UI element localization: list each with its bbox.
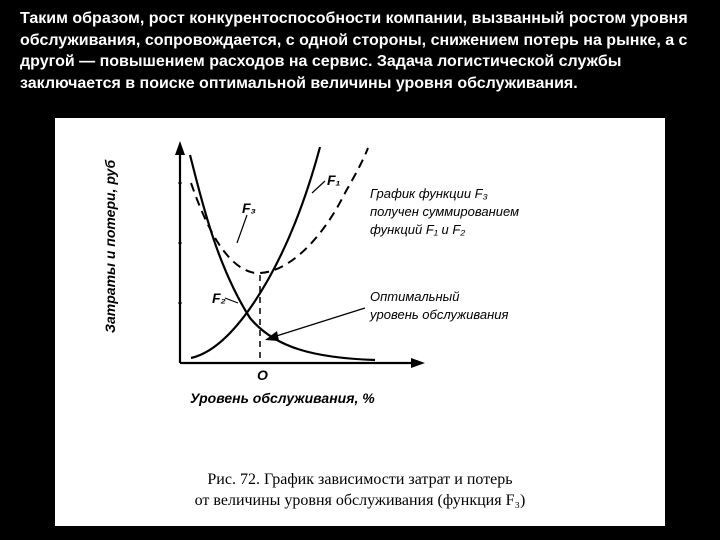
caption-line2: от величины уровня обслуживания (функция… (195, 492, 526, 509)
annotation-f3-desc-line2: получен суммированием (370, 204, 519, 219)
curve-f2 (190, 155, 375, 360)
chart-svg: F₁ F₂ F₃ O График функции F₃ получен сум… (65, 123, 645, 443)
annotation-optimal-line2: уровень обслуживания (369, 307, 508, 322)
label-f3: F₃ (242, 200, 256, 216)
annotation-optimal-line1: Оптимальный (370, 289, 459, 304)
x-axis-arrow (411, 358, 425, 368)
y-axis-label: Затраты и потери, руб (102, 160, 118, 333)
annotation-optimal-arrow (270, 308, 365, 338)
figure-caption: Рис. 72. График зависимости затрат и пот… (55, 470, 665, 512)
f1-leader (312, 181, 325, 193)
x-axis-label: Уровень обслуживания, % (190, 390, 375, 406)
label-f1: F₁ (327, 172, 341, 188)
label-f2: F₂ (212, 290, 226, 306)
f3-leader (237, 215, 247, 243)
annotation-f3-desc-line1: График функции F₃ (370, 186, 488, 201)
figure-panel: F₁ F₂ F₃ O График функции F₃ получен сум… (55, 118, 665, 526)
curve-f3 (191, 148, 368, 273)
label-o: O (257, 367, 268, 383)
caption-line1: Рис. 72. График зависимости затрат и пот… (207, 471, 512, 488)
y-axis-arrow (175, 141, 185, 155)
f2-leader (225, 298, 238, 303)
header-paragraph: Таким образом, рост конкурентоспособност… (20, 8, 700, 94)
annotation-f3-desc-line3: функций F₁ и F₂ (370, 222, 465, 237)
